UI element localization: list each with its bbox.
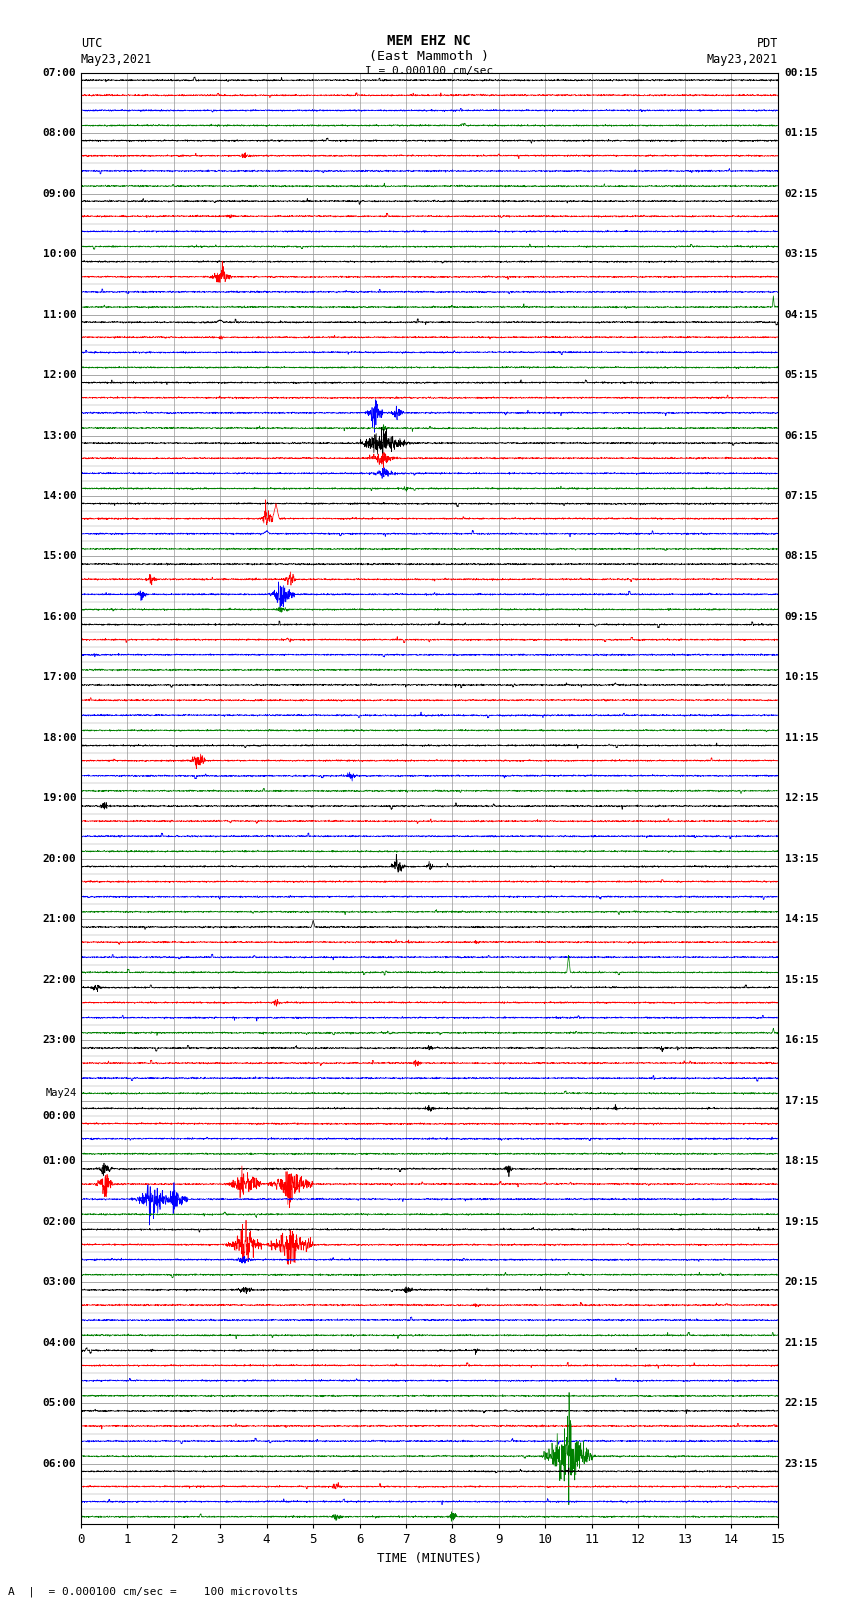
Text: 02:15: 02:15 — [785, 189, 819, 198]
Text: 16:15: 16:15 — [785, 1036, 819, 1045]
Text: 04:00: 04:00 — [42, 1337, 76, 1348]
Text: PDT: PDT — [756, 37, 778, 50]
Text: 03:15: 03:15 — [785, 248, 819, 260]
Text: 13:00: 13:00 — [42, 431, 76, 440]
Text: 06:15: 06:15 — [785, 431, 819, 440]
Text: 06:00: 06:00 — [42, 1458, 76, 1469]
Text: 20:00: 20:00 — [42, 853, 76, 865]
Text: 21:15: 21:15 — [785, 1337, 819, 1348]
Text: 23:00: 23:00 — [42, 1036, 76, 1045]
Text: 16:00: 16:00 — [42, 611, 76, 623]
Text: 22:15: 22:15 — [785, 1398, 819, 1408]
Text: 11:00: 11:00 — [42, 310, 76, 319]
Text: 22:00: 22:00 — [42, 974, 76, 986]
Text: 13:15: 13:15 — [785, 853, 819, 865]
Text: 07:15: 07:15 — [785, 490, 819, 502]
Text: 08:15: 08:15 — [785, 552, 819, 561]
Text: 07:00: 07:00 — [42, 68, 76, 77]
Text: 17:15: 17:15 — [785, 1095, 819, 1107]
Text: 02:00: 02:00 — [42, 1216, 76, 1227]
Text: 12:15: 12:15 — [785, 794, 819, 803]
Text: 03:00: 03:00 — [42, 1277, 76, 1287]
Text: 05:15: 05:15 — [785, 369, 819, 381]
Text: 00:00: 00:00 — [42, 1111, 76, 1121]
Text: 00:15: 00:15 — [785, 68, 819, 77]
Text: May24: May24 — [45, 1087, 76, 1097]
Text: 20:15: 20:15 — [785, 1277, 819, 1287]
Text: A  |  = 0.000100 cm/sec =    100 microvolts: A | = 0.000100 cm/sec = 100 microvolts — [8, 1586, 298, 1597]
Text: 09:00: 09:00 — [42, 189, 76, 198]
Text: 23:15: 23:15 — [785, 1458, 819, 1469]
Text: 05:00: 05:00 — [42, 1398, 76, 1408]
Text: 18:15: 18:15 — [785, 1157, 819, 1166]
Text: 19:00: 19:00 — [42, 794, 76, 803]
Text: 10:15: 10:15 — [785, 673, 819, 682]
X-axis label: TIME (MINUTES): TIME (MINUTES) — [377, 1552, 482, 1565]
Text: 10:00: 10:00 — [42, 248, 76, 260]
Text: May23,2021: May23,2021 — [81, 53, 152, 66]
Text: 09:15: 09:15 — [785, 611, 819, 623]
Text: 14:00: 14:00 — [42, 490, 76, 502]
Text: 14:15: 14:15 — [785, 915, 819, 924]
Text: 18:00: 18:00 — [42, 732, 76, 744]
Text: 04:15: 04:15 — [785, 310, 819, 319]
Text: (East Mammoth ): (East Mammoth ) — [369, 50, 490, 63]
Text: 15:00: 15:00 — [42, 552, 76, 561]
Text: May23,2021: May23,2021 — [706, 53, 778, 66]
Text: 01:00: 01:00 — [42, 1157, 76, 1166]
Text: 21:00: 21:00 — [42, 915, 76, 924]
Text: 17:00: 17:00 — [42, 673, 76, 682]
Text: I = 0.000100 cm/sec: I = 0.000100 cm/sec — [366, 66, 493, 76]
Text: 01:15: 01:15 — [785, 127, 819, 139]
Text: 19:15: 19:15 — [785, 1216, 819, 1227]
Text: 11:15: 11:15 — [785, 732, 819, 744]
Text: 08:00: 08:00 — [42, 127, 76, 139]
Text: UTC: UTC — [81, 37, 102, 50]
Text: 15:15: 15:15 — [785, 974, 819, 986]
Text: 12:00: 12:00 — [42, 369, 76, 381]
Text: MEM EHZ NC: MEM EHZ NC — [388, 34, 471, 48]
